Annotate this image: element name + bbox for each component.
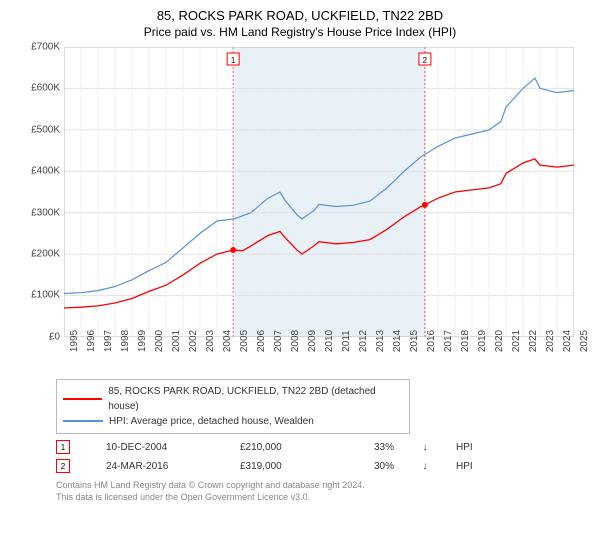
chart-subtitle: Price paid vs. HM Land Registry's House … <box>10 25 590 39</box>
footer-line-2: This data is licensed under the Open Gov… <box>56 492 580 504</box>
x-tick-label: 2021 <box>509 330 522 352</box>
x-tick-label: 2019 <box>475 330 488 352</box>
x-tick-label: 1995 <box>67 330 80 352</box>
marker-percent: 30% <box>354 457 394 476</box>
y-tick-label: £700K <box>31 41 64 52</box>
x-tick-label: 1998 <box>118 330 131 352</box>
y-tick-label: £200K <box>31 249 64 260</box>
x-tick-label: 2015 <box>407 330 420 352</box>
marker-date: 24-MAR-2016 <box>106 457 216 476</box>
marker-tag: HPI <box>456 438 486 457</box>
x-tick-label: 2006 <box>254 330 267 352</box>
legend-swatch <box>63 398 102 400</box>
svg-text:2: 2 <box>423 56 428 65</box>
x-tick-label: 2002 <box>186 330 199 352</box>
x-tick-label: 2022 <box>526 330 539 352</box>
footer-attribution: Contains HM Land Registry data © Crown c… <box>56 480 580 503</box>
x-tick-label: 2005 <box>237 330 250 352</box>
x-tick-label: 2007 <box>271 330 284 352</box>
legend-label: HPI: Average price, detached house, Weal… <box>109 414 314 429</box>
y-tick-label: £100K <box>31 290 64 301</box>
x-tick-label: 1996 <box>84 330 97 352</box>
marker-price: £319,000 <box>240 457 330 476</box>
x-tick-label: 2000 <box>152 330 165 352</box>
legend-label: 85, ROCKS PARK ROAD, UCKFIELD, TN22 2BD … <box>108 384 403 414</box>
x-tick-label: 2018 <box>458 330 471 352</box>
x-tick-label: 2017 <box>441 330 454 352</box>
marker-row: 1 10-DEC-2004 £210,000 33% ↓ HPI <box>56 438 580 457</box>
legend-box: 85, ROCKS PARK ROAD, UCKFIELD, TN22 2BD … <box>56 379 410 434</box>
y-tick-label: £0 <box>49 331 64 342</box>
x-tick-label: 2003 <box>203 330 216 352</box>
x-tick-label: 2009 <box>305 330 318 352</box>
x-tick-label: 2001 <box>169 330 182 352</box>
marker-date: 10-DEC-2004 <box>106 438 216 457</box>
x-tick-label: 2004 <box>220 330 233 352</box>
arrow-down-icon: ↓ <box>418 438 432 457</box>
chart-title: 85, ROCKS PARK ROAD, UCKFIELD, TN22 2BD <box>10 8 590 25</box>
x-tick-label: 2013 <box>373 330 386 352</box>
legend-row: 85, ROCKS PARK ROAD, UCKFIELD, TN22 2BD … <box>63 384 403 414</box>
y-tick-label: £600K <box>31 83 64 94</box>
x-tick-label: 2024 <box>560 330 573 352</box>
y-tick-label: £400K <box>31 166 64 177</box>
y-tick-label: £300K <box>31 207 64 218</box>
footer-line-1: Contains HM Land Registry data © Crown c… <box>56 480 580 492</box>
marker-box-icon: 2 <box>56 459 70 473</box>
x-tick-label: 2008 <box>288 330 301 352</box>
svg-text:1: 1 <box>231 56 236 65</box>
line-chart-svg: 12 <box>64 47 574 337</box>
x-tick-label: 2025 <box>577 330 590 352</box>
marker-price: £210,000 <box>240 438 330 457</box>
marker-percent: 33% <box>354 438 394 457</box>
x-tick-label: 2012 <box>356 330 369 352</box>
x-tick-label: 2010 <box>322 330 335 352</box>
chart-area: 12 £0£100K£200K£300K£400K£500K£600K£700K… <box>20 43 580 373</box>
marker-row: 2 24-MAR-2016 £319,000 30% ↓ HPI <box>56 457 580 476</box>
y-tick-label: £500K <box>31 124 64 135</box>
x-tick-label: 2014 <box>390 330 403 352</box>
x-tick-label: 2020 <box>492 330 505 352</box>
legend-row: HPI: Average price, detached house, Weal… <box>63 414 403 429</box>
legend-swatch <box>63 420 103 422</box>
marker-table: 1 10-DEC-2004 £210,000 33% ↓ HPI 2 24-MAR-2016 £… <box>56 438 580 476</box>
arrow-down-icon: ↓ <box>418 457 432 476</box>
x-tick-label: 2023 <box>543 330 556 352</box>
x-tick-label: 2011 <box>339 330 352 352</box>
x-tick-label: 1997 <box>101 330 114 352</box>
x-tick-label: 1999 <box>135 330 148 352</box>
x-tick-label: 2016 <box>424 330 437 352</box>
marker-box-icon: 1 <box>56 440 70 454</box>
marker-tag: HPI <box>456 457 486 476</box>
